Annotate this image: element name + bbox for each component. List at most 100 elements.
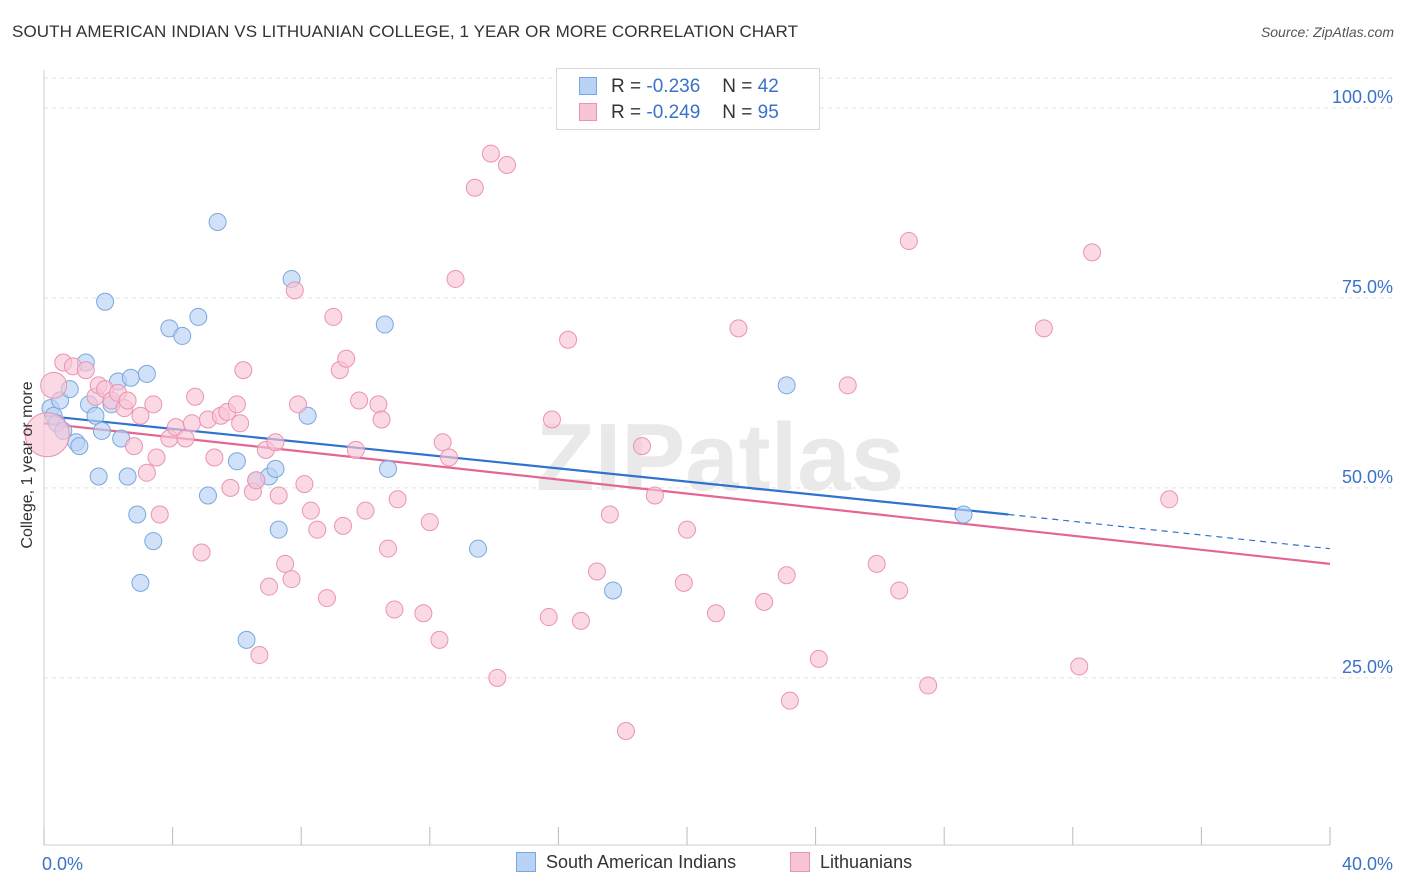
point-south-american-indians bbox=[121, 368, 140, 387]
point-lithuanians bbox=[356, 501, 375, 520]
point-south-american-indians bbox=[70, 437, 89, 456]
legend-r-value: -0.249 bbox=[646, 102, 701, 123]
point-lithuanians bbox=[186, 387, 205, 406]
point-lithuanians bbox=[587, 562, 606, 581]
point-lithuanians bbox=[205, 448, 224, 467]
legend-r-value: -0.236 bbox=[646, 76, 701, 97]
point-lithuanians bbox=[420, 513, 439, 532]
series-legend-label: Lithuanians bbox=[820, 852, 913, 872]
point-south-american-indians bbox=[198, 486, 217, 505]
point-lithuanians bbox=[324, 307, 343, 326]
point-lithuanians bbox=[481, 144, 500, 163]
point-lithuanians bbox=[1070, 657, 1089, 676]
point-lithuanians bbox=[838, 376, 857, 395]
point-lithuanians bbox=[144, 395, 163, 414]
point-south-american-indians bbox=[128, 505, 147, 524]
axes-layer bbox=[43, 70, 1331, 846]
legend-r-label: R = bbox=[611, 102, 642, 123]
point-lithuanians bbox=[234, 361, 253, 380]
y-tick-label: 100.0% bbox=[1332, 87, 1393, 107]
chart-title: SOUTH AMERICAN INDIAN VS LITHUANIAN COLL… bbox=[12, 22, 799, 41]
point-lithuanians bbox=[150, 505, 169, 524]
point-lithuanians bbox=[559, 330, 578, 349]
x-tick-label: 0.0% bbox=[42, 854, 83, 874]
x-tick-label: 40.0% bbox=[1342, 854, 1393, 874]
point-lithuanians bbox=[76, 361, 95, 380]
legend-swatch-blue bbox=[579, 77, 597, 95]
point-lithuanians bbox=[372, 410, 391, 429]
point-lithuanians bbox=[755, 592, 774, 611]
point-south-american-indians bbox=[96, 292, 115, 311]
point-south-american-indians bbox=[173, 326, 192, 345]
point-lithuanians bbox=[250, 646, 269, 665]
point-south-american-indians bbox=[266, 459, 285, 478]
point-lithuanians bbox=[301, 501, 320, 520]
point-lithuanians bbox=[414, 604, 433, 623]
point-lithuanians bbox=[369, 395, 388, 414]
series-legend-south-american-indians[interactable]: South American Indians bbox=[516, 852, 736, 873]
point-lithuanians bbox=[192, 543, 211, 562]
point-lithuanians bbox=[890, 581, 909, 600]
y-tick-label: 25.0% bbox=[1342, 657, 1393, 677]
series-swatch-blue bbox=[516, 852, 536, 872]
point-lithuanians bbox=[231, 414, 250, 433]
point-lithuanians bbox=[24, 412, 70, 458]
point-lithuanians bbox=[600, 505, 619, 524]
point-lithuanians bbox=[40, 371, 68, 399]
point-lithuanians bbox=[632, 437, 651, 456]
point-lithuanians bbox=[227, 395, 246, 414]
point-lithuanians bbox=[131, 406, 150, 425]
point-lithuanians bbox=[780, 691, 799, 710]
point-lithuanians bbox=[282, 570, 301, 589]
point-south-american-indians bbox=[375, 315, 394, 334]
points-layer bbox=[24, 144, 1179, 741]
point-south-american-indians bbox=[227, 452, 246, 471]
point-lithuanians bbox=[542, 410, 561, 429]
point-lithuanians bbox=[308, 520, 327, 539]
point-lithuanians bbox=[388, 490, 407, 509]
point-lithuanians bbox=[899, 231, 918, 250]
point-lithuanians bbox=[729, 319, 748, 338]
point-lithuanians bbox=[276, 554, 295, 573]
point-lithuanians bbox=[678, 520, 696, 539]
point-lithuanians bbox=[488, 668, 507, 687]
legend-n-label: N = bbox=[722, 76, 753, 97]
point-south-american-indians bbox=[469, 539, 488, 558]
correlation-legend: R = -0.236 N = 42 R = -0.249 N = 95 bbox=[556, 68, 820, 130]
point-south-american-indians bbox=[954, 505, 973, 524]
point-lithuanians bbox=[379, 539, 398, 558]
point-lithuanians bbox=[1083, 243, 1102, 262]
point-lithuanians bbox=[1160, 490, 1179, 509]
point-lithuanians bbox=[777, 566, 796, 585]
point-lithuanians bbox=[867, 554, 886, 573]
point-lithuanians bbox=[497, 155, 516, 174]
point-lithuanians bbox=[288, 395, 307, 414]
point-lithuanians bbox=[285, 281, 304, 300]
point-south-american-indians bbox=[777, 376, 796, 395]
legend-row-lithuanians: R = -0.249 N = 95 bbox=[579, 102, 779, 126]
y-tick-label: 50.0% bbox=[1342, 467, 1393, 487]
point-lithuanians bbox=[616, 722, 635, 741]
trendline-south-american-indians bbox=[43, 414, 1009, 516]
point-lithuanians bbox=[919, 676, 938, 695]
legend-n-value: 95 bbox=[757, 102, 779, 123]
tick-label-layer: 25.0% 50.0% 75.0% 100.0% 0.0% 40.0% bbox=[42, 87, 1393, 874]
point-south-american-indians bbox=[237, 630, 256, 649]
trendline-extension bbox=[1008, 513, 1331, 550]
point-lithuanians bbox=[346, 440, 365, 459]
point-lithuanians bbox=[1034, 319, 1053, 338]
point-lithuanians bbox=[645, 486, 664, 505]
point-south-american-indians bbox=[604, 581, 623, 600]
series-legend-label: South American Indians bbox=[546, 852, 737, 872]
point-south-american-indians bbox=[89, 467, 108, 486]
point-lithuanians bbox=[674, 573, 693, 592]
legend-swatch-pink bbox=[579, 103, 597, 121]
point-lithuanians bbox=[147, 448, 166, 467]
y-tick-label: 75.0% bbox=[1342, 277, 1393, 297]
point-lithuanians bbox=[260, 577, 279, 596]
watermark: ZIPatlas bbox=[536, 404, 904, 511]
point-south-american-indians bbox=[144, 532, 163, 551]
series-legend-lithuanians[interactable]: Lithuanians bbox=[790, 852, 912, 873]
point-lithuanians bbox=[221, 478, 240, 497]
